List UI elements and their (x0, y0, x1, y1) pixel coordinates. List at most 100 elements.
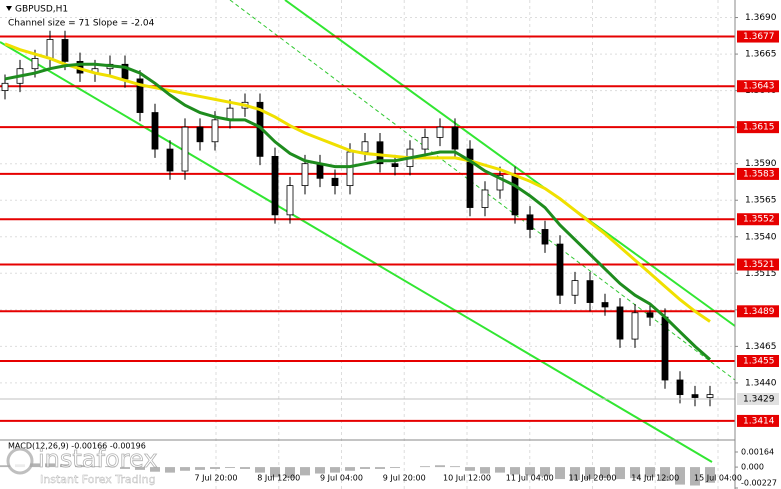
macd-bar (270, 467, 280, 478)
macd-label: MACD(12,26,9) -0.00166 -0.00196 (8, 442, 146, 451)
candle-body (376, 141, 384, 165)
y-tick-label: 1.3540 (745, 232, 777, 242)
macd-bar (555, 467, 565, 480)
candle-body (436, 126, 444, 138)
candle-body (181, 126, 189, 172)
macd-bar (330, 467, 340, 473)
level-label-box (737, 121, 779, 134)
candle-body (151, 112, 159, 150)
macd-bar (585, 467, 595, 480)
moving-average (4, 42, 711, 323)
candle-body (301, 163, 309, 187)
macd-bar (120, 467, 130, 469)
candle-body (286, 185, 294, 216)
candle-body (451, 126, 459, 150)
candle-body (196, 126, 204, 143)
macd-tick-label: 0.000 (741, 463, 764, 472)
candle-body (586, 280, 594, 303)
macd-bar (345, 467, 355, 471)
macd-bar (60, 464, 70, 468)
macd-bar (435, 465, 445, 468)
candle-body (361, 141, 369, 153)
macd-bar (495, 467, 505, 473)
macd-bar (510, 467, 520, 475)
macd-bar (210, 467, 220, 469)
macd-bar (195, 467, 205, 470)
macd-bar (675, 467, 685, 485)
macd-bar (690, 467, 700, 486)
candle-body (676, 379, 684, 396)
macd-bar (570, 467, 580, 480)
macd-bar (360, 467, 370, 469)
x-tick-label: 15 Jul 04:00 (694, 474, 742, 483)
x-tick-label: 9 Jul 04:00 (320, 474, 363, 483)
candle-body (481, 189, 489, 208)
x-tick-label: 10 Jul 12:00 (443, 474, 491, 483)
x-tick-label: 7 Jul 20:00 (195, 474, 238, 483)
macd-bar (600, 467, 610, 479)
macd-bar (135, 467, 145, 470)
channel-upper (284, 0, 736, 327)
level-label-box (737, 305, 779, 318)
macd-bar (315, 467, 325, 474)
level-label-box (737, 414, 779, 427)
axis: 1.36901.36651.36401.36151.35901.35651.35… (195, 13, 779, 489)
candle-body (706, 394, 714, 398)
level-label: 1.3677 (743, 32, 775, 42)
candle-body (541, 229, 549, 245)
x-tick-label: 11 Jul 04:00 (506, 474, 554, 483)
current-price-box (737, 393, 779, 405)
macd-bar (660, 467, 670, 481)
candle-body (646, 312, 654, 318)
macd-bar (390, 467, 400, 469)
macd-bar (285, 467, 295, 479)
x-tick-label: 14 Jul 12:00 (631, 474, 679, 483)
channel-lower (0, 41, 713, 463)
level-label: 1.3489 (743, 307, 775, 317)
current-price-label: 1.3429 (743, 395, 775, 405)
level-label-box (737, 167, 779, 180)
macd-bar (0, 465, 10, 468)
candle-body (166, 148, 174, 172)
level-label-box (737, 258, 779, 271)
macd-tick-label: 0.00164 (741, 448, 774, 457)
level-label: 1.3583 (743, 169, 775, 179)
level-label: 1.3643 (743, 82, 775, 92)
candle-body (571, 280, 579, 296)
macd-bar (630, 467, 640, 479)
macd-bar (615, 467, 625, 480)
candle-body (661, 316, 669, 381)
chart-title: GBPUSD,H1 (15, 5, 68, 15)
level-label: 1.3455 (743, 357, 775, 367)
macd-bar (480, 467, 490, 474)
x-tick-label: 11 Jul 20:00 (569, 474, 617, 483)
macd-bar (300, 467, 310, 476)
level-label: 1.3414 (743, 416, 775, 426)
watermark: instaforex Instant Forex Trading (6, 445, 158, 486)
candle-body (691, 394, 699, 398)
candle-body (526, 214, 534, 230)
y-tick-label: 1.3465 (745, 342, 777, 352)
candle-body (46, 39, 54, 59)
candle-body (616, 306, 624, 340)
macd-bar (465, 467, 475, 471)
level-label-box (737, 80, 779, 93)
watermark-tagline: Instant Forex Trading (40, 473, 156, 486)
macd-bar (420, 466, 430, 468)
y-tick-label: 1.3440 (745, 378, 777, 388)
macd-bar (240, 467, 250, 469)
macd-bar (45, 463, 55, 468)
macd-bar (180, 467, 190, 471)
candle-body (316, 163, 324, 179)
macd-bar (255, 467, 265, 473)
y-tick-label: 1.3565 (745, 196, 777, 206)
watermark-brand: instaforex (38, 445, 158, 473)
macd-bar (225, 467, 235, 469)
macd-bar (90, 466, 100, 468)
candle-body (421, 136, 429, 150)
macd-bar (30, 463, 40, 468)
candle-body (556, 243, 564, 296)
candle-body (31, 58, 39, 70)
macd-bar (705, 467, 715, 483)
